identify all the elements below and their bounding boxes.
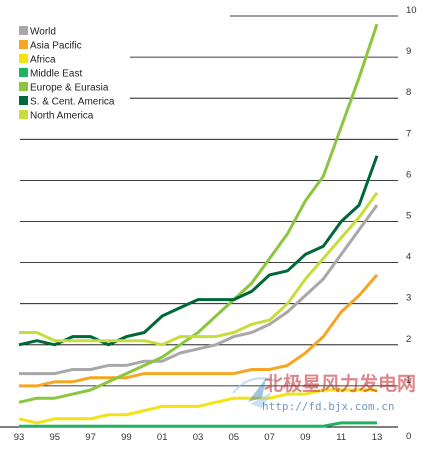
legend-swatch xyxy=(19,40,28,49)
x-tick-label: 01 xyxy=(157,432,168,443)
series-line-s-cent-america xyxy=(18,155,379,347)
legend: World Asia Pacific Africa Middle East Europe… xyxy=(19,26,115,122)
y-axis-ticks: 0 1 2 3 4 5 6 7 8 9 10 xyxy=(406,5,417,442)
watermark-logo xyxy=(232,377,277,408)
x-tick-label: 13 xyxy=(372,432,383,443)
watermark-text: 北极星风力发电网 xyxy=(264,372,416,395)
legend-label: Europe & Eurasia xyxy=(30,83,109,94)
legend-label: Asia Pacific xyxy=(30,41,82,52)
x-tick-label: 07 xyxy=(264,432,275,443)
legend-label: Middle East xyxy=(30,69,82,80)
y-tick-label: 1 xyxy=(406,375,411,386)
legend-label: North America xyxy=(30,111,94,122)
legend-swatch xyxy=(19,54,28,63)
x-tick-label: 05 xyxy=(229,432,240,443)
series-lines xyxy=(18,23,379,428)
legend-swatch xyxy=(19,110,28,119)
legend-swatch xyxy=(19,68,28,77)
x-tick-label: 09 xyxy=(300,432,311,443)
series-line-asia-pacific xyxy=(19,273,379,388)
legend-label: World xyxy=(30,27,56,38)
y-tick-label: 6 xyxy=(406,169,411,180)
x-tick-label: 03 xyxy=(193,432,204,443)
x-axis-ticks: 93 95 97 99 01 03 05 07 09 11 13 xyxy=(14,432,383,443)
y-tick-label: 5 xyxy=(406,211,411,222)
y-tick-label: 4 xyxy=(406,252,411,263)
x-tick-label: 11 xyxy=(336,432,346,443)
series-line-europe-eurasia xyxy=(18,23,379,404)
x-tick-label: 95 xyxy=(50,432,61,443)
legend-swatch xyxy=(19,96,28,105)
x-tick-label: 99 xyxy=(121,432,132,443)
series-line-world xyxy=(19,204,379,376)
watermark: 北极星风力发电网 http://fd.bjx.com.cn xyxy=(232,372,416,413)
legend-label: S. & Cent. America xyxy=(30,97,115,108)
y-tick-label: 3 xyxy=(406,293,411,304)
x-tick-label: 97 xyxy=(85,432,96,443)
legend-swatch xyxy=(19,26,28,35)
series-line-north-america xyxy=(19,191,379,347)
y-tick-label: 0 xyxy=(406,431,411,442)
gridlines xyxy=(0,15,398,428)
y-tick-label: 9 xyxy=(406,46,411,57)
legend-label: Africa xyxy=(30,55,56,66)
watermark-url: http://fd.bjx.com.cn xyxy=(262,400,394,413)
series-line-africa xyxy=(18,388,377,425)
y-tick-label: 7 xyxy=(406,128,411,139)
y-tick-label: 2 xyxy=(406,334,411,345)
y-tick-label: 10 xyxy=(406,5,417,16)
legend-swatch xyxy=(19,82,28,91)
y-tick-label: 8 xyxy=(406,87,411,98)
x-tick-label: 93 xyxy=(14,432,25,443)
series-line-middle-east xyxy=(19,421,377,428)
